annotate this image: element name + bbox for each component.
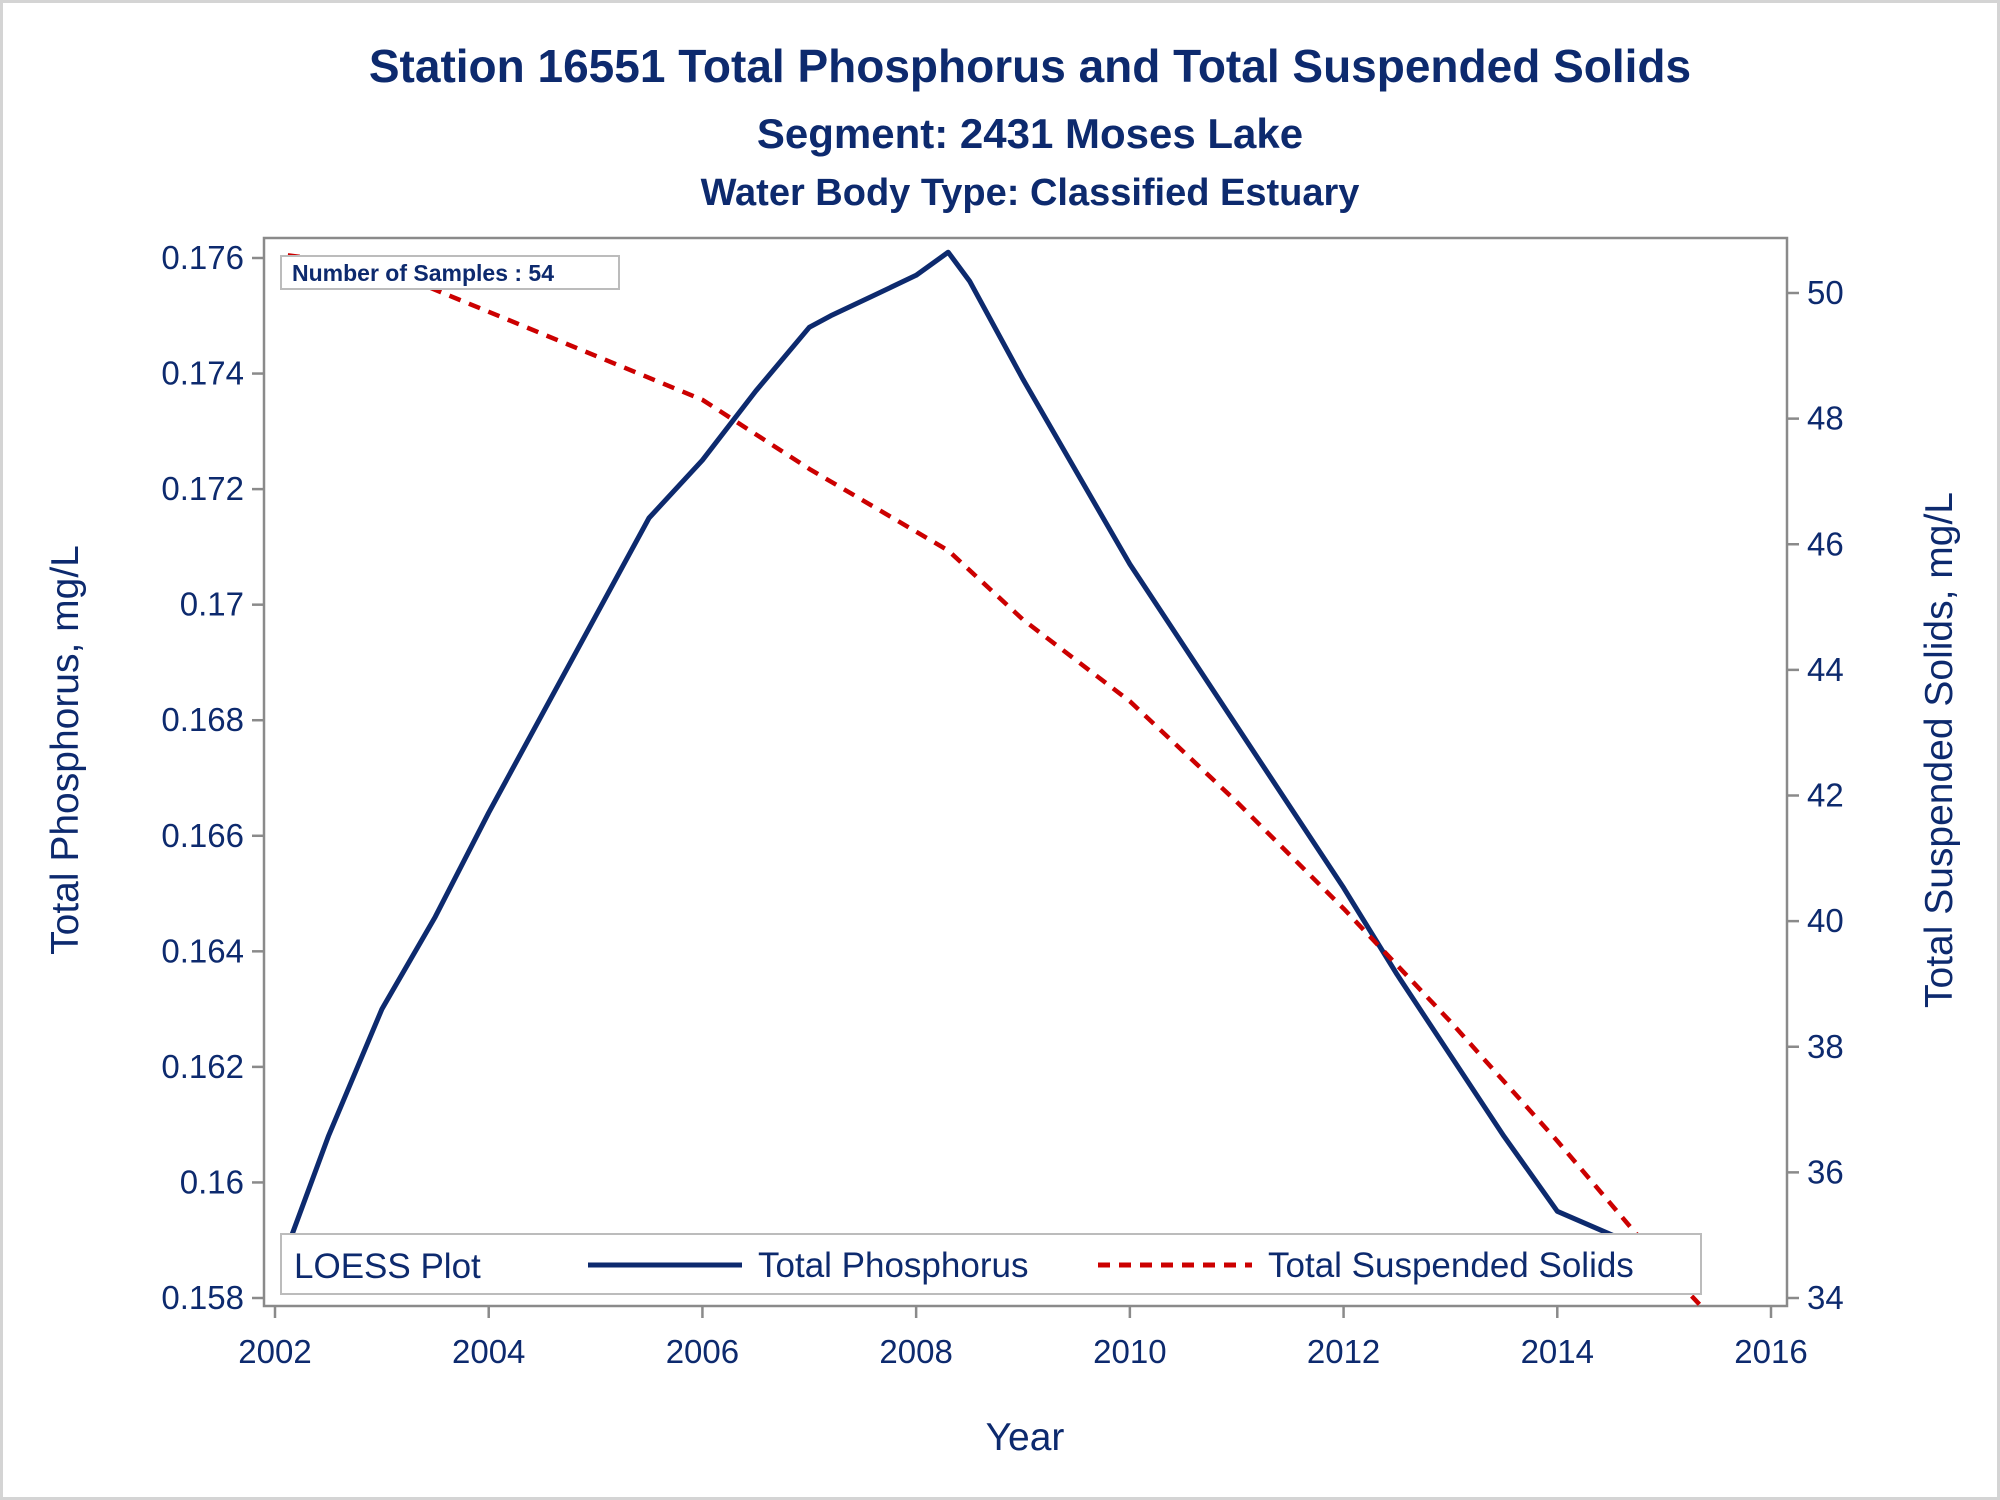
y-tick-label: 0.164 [161,932,244,969]
y2-tick-label: 50 [1807,274,1844,311]
y2-tick-label: 34 [1807,1279,1844,1316]
y-tick-label: 0.168 [161,701,244,738]
x-axis-label: Year [986,1416,1065,1459]
y-tick-label: 0.176 [161,239,244,276]
y2-tick-label: 42 [1807,777,1844,814]
sample-count-inset: Number of Samples : 54 [280,255,620,290]
y2-tick-label: 36 [1807,1153,1844,1190]
x-tick-label: 2008 [879,1333,952,1370]
y-tick-label: 0.158 [161,1279,244,1316]
x-tick-label: 2016 [1734,1333,1807,1370]
legend-label-total-phosphorus: Total Phosphorus [758,1246,1028,1285]
legend-title: LOESS Plot [294,1247,481,1286]
legend: LOESS Plot Total Phosphorus Total Suspen… [280,1233,1702,1295]
y2-tick-label: 40 [1807,902,1844,939]
y-tick-label: 0.174 [161,355,244,392]
y2-tick-label: 38 [1807,1028,1844,1065]
chart-title: Station 16551 Total Phosphorus and Total… [369,40,1691,92]
series-line-total-phosphorus [285,249,1701,1278]
sample-count-box [280,255,620,290]
legend-box [280,1233,1702,1295]
y-tick-label: 0.16 [180,1163,244,1200]
y2-axis-label: Total Suspended Solids, mg/L [1918,492,1961,1008]
chart-subtitle: Segment: 2431 Moses Lake [757,110,1303,157]
plot-area [262,236,1789,1308]
series-line-total-suspended-solids [287,253,1702,1306]
y-tick-label: 0.162 [161,1048,244,1085]
y2-tick-label: 48 [1807,400,1844,437]
sample-count-label: Number of Samples : 54 [292,260,554,286]
y-tick-label: 0.166 [161,817,244,854]
y-tick-label: 0.17 [180,586,244,623]
y-axis-label: Total Phosphorus, mg/L [44,545,87,955]
series-layer [285,249,1702,1306]
y2-tick-label: 44 [1807,651,1844,688]
x-tick-label: 2006 [666,1333,739,1370]
axes-group: 2002 2004 2006 2008 2010 2012 2014 2016 0.158 0.1… [161,239,1843,1370]
x-tick-label: 2012 [1307,1333,1380,1370]
chart-subtitle-2: Water Body Type: Classified Estuary [701,172,1360,214]
x-tick-label: 2010 [1093,1333,1166,1370]
x-tick-label: 2014 [1521,1333,1594,1370]
y2-tick-label: 46 [1807,525,1844,562]
legend-label-total-suspended-solids: Total Suspended Solids [1268,1246,1634,1285]
x-tick-label: 2004 [452,1333,525,1370]
y-tick-label: 0.172 [161,470,244,507]
x-tick-label: 2002 [238,1333,311,1370]
